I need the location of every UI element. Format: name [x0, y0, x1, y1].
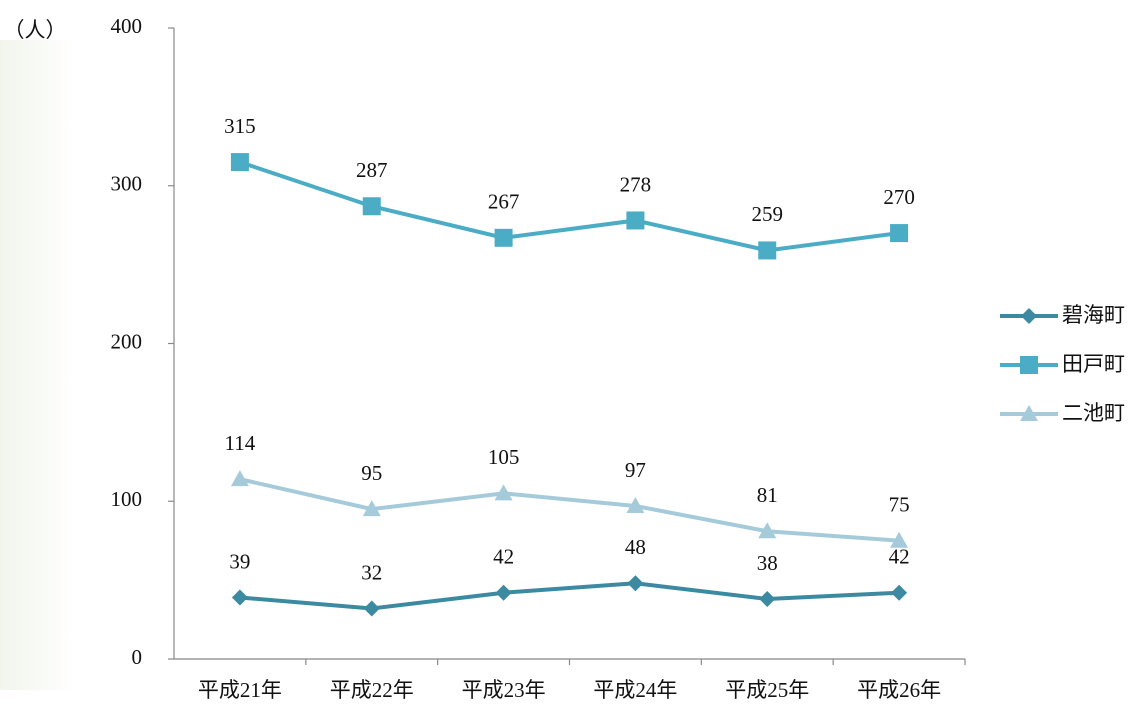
data-label: 38 [757, 551, 778, 575]
marker [626, 496, 645, 513]
marker [362, 500, 381, 517]
y-tick-label: 200 [111, 329, 143, 353]
marker [626, 211, 645, 230]
data-label: 97 [625, 458, 646, 482]
legend-label: 田戸町 [1062, 352, 1125, 376]
data-label: 95 [361, 461, 382, 485]
marker [230, 153, 249, 172]
data-label: 48 [625, 535, 646, 559]
y-tick-label: 0 [132, 645, 143, 669]
data-label: 315 [224, 114, 256, 138]
marker [891, 584, 908, 601]
data-label: 287 [356, 158, 388, 182]
marker [494, 228, 513, 247]
legend-label: 二池町 [1062, 401, 1125, 425]
marker [362, 197, 381, 216]
data-label: 42 [889, 545, 910, 569]
marker [495, 584, 512, 601]
data-label: 114 [225, 431, 256, 455]
x-tick-label: 平成24年 [593, 678, 677, 702]
data-label: 267 [488, 190, 520, 214]
marker [494, 484, 513, 501]
marker [231, 589, 248, 606]
x-tick-label: 平成22年 [330, 678, 414, 702]
x-tick-label: 平成21年 [198, 678, 282, 702]
data-label: 32 [361, 560, 382, 584]
marker [1020, 405, 1038, 421]
y-tick-label: 400 [111, 14, 143, 38]
marker [1021, 308, 1037, 324]
x-tick-label: 平成26年 [857, 678, 941, 702]
marker [890, 531, 909, 548]
background-image [0, 40, 75, 690]
marker [230, 470, 249, 487]
data-label: 81 [757, 483, 778, 507]
legend-label: 碧海町 [1062, 303, 1125, 327]
data-label: 39 [229, 549, 250, 573]
y-tick-label: 100 [111, 487, 143, 511]
y-axis-label: （人） [4, 18, 67, 42]
marker [758, 241, 777, 260]
series-line [239, 581, 900, 611]
marker [758, 522, 777, 539]
data-label: 75 [889, 493, 910, 517]
marker [363, 600, 380, 617]
x-tick-label: 平成23年 [462, 678, 546, 702]
marker [890, 224, 909, 243]
data-label: 259 [752, 202, 784, 226]
y-tick-label: 300 [111, 172, 143, 196]
marker [1020, 356, 1038, 374]
series-line [239, 160, 900, 253]
marker [627, 575, 644, 592]
series-line [239, 477, 900, 543]
marker [759, 591, 776, 608]
x-tick-label: 平成25年 [725, 678, 809, 702]
data-label: 270 [883, 185, 915, 209]
data-label: 278 [620, 172, 652, 196]
data-label: 42 [493, 545, 514, 569]
data-label: 105 [488, 445, 520, 469]
